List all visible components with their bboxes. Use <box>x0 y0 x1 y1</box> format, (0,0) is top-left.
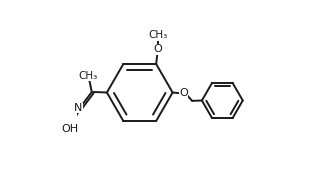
Text: N: N <box>74 103 83 113</box>
Text: O: O <box>154 44 162 55</box>
Text: O: O <box>179 88 188 98</box>
Text: CH₃: CH₃ <box>78 71 98 81</box>
Text: CH₃: CH₃ <box>149 30 168 40</box>
Text: OH: OH <box>61 124 78 134</box>
